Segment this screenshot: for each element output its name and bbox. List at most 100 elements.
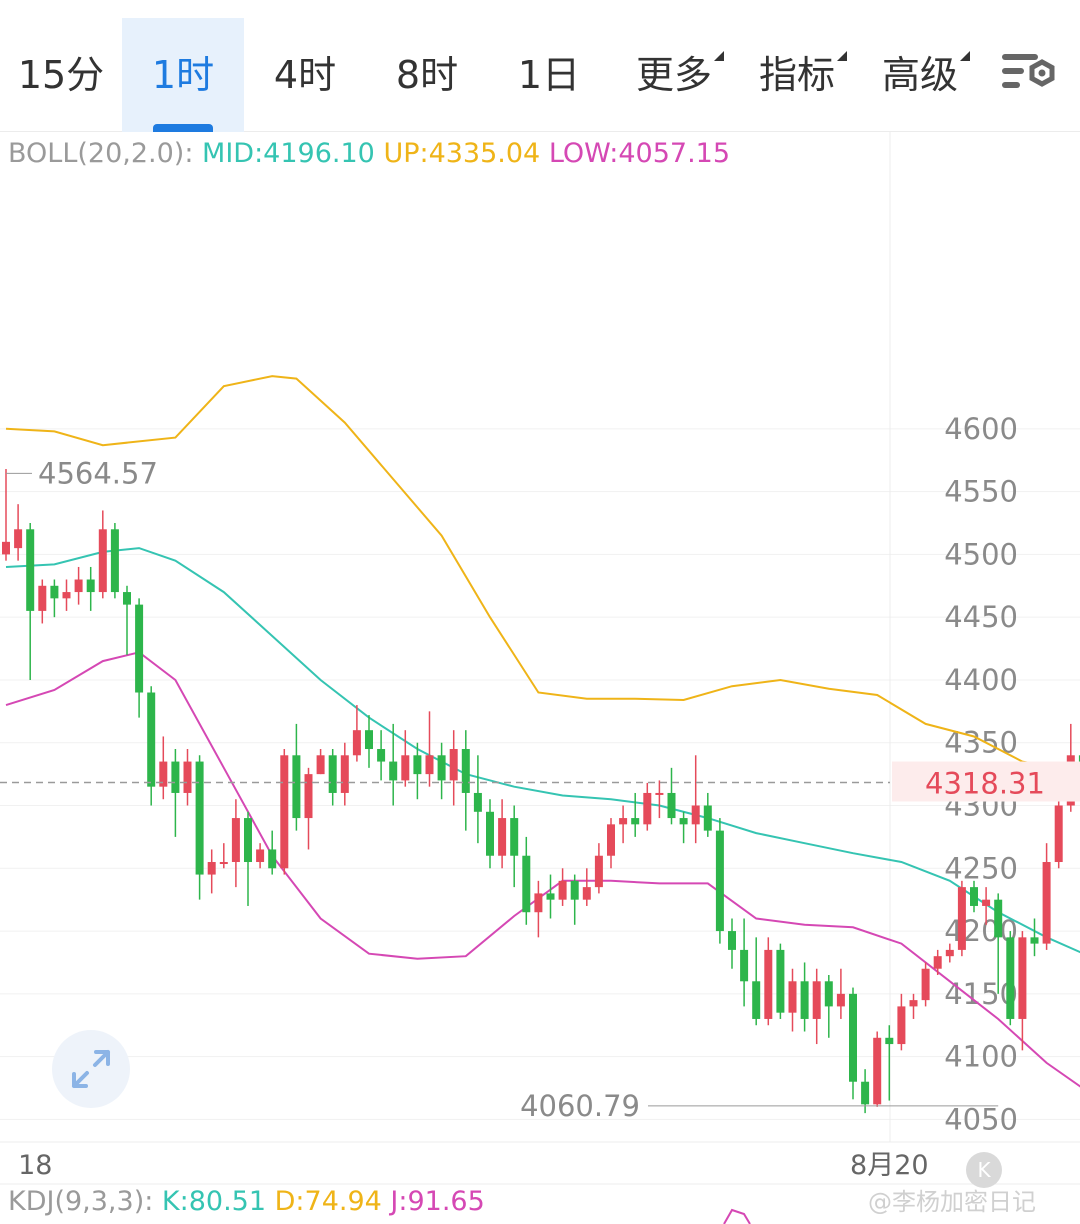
candle-body — [752, 981, 761, 1019]
tab-8h[interactable]: 8时 — [395, 53, 459, 97]
candle-body — [38, 585, 47, 611]
candle-body — [268, 849, 277, 869]
candle-body — [304, 774, 313, 819]
candle-body — [836, 993, 845, 1007]
tab-advanced[interactable]: 高级 — [868, 18, 972, 132]
y-tick-label: 4600 — [944, 412, 1018, 446]
candle-body — [244, 818, 252, 863]
candle-body — [389, 761, 398, 781]
candle-body — [970, 887, 978, 906]
candle-body — [498, 818, 507, 856]
y-tick-label: 4450 — [944, 600, 1018, 634]
candle-body — [328, 755, 337, 793]
candle-body — [461, 749, 470, 793]
x-tick-label: 18 — [18, 1150, 52, 1181]
tab-4h[interactable]: 4时 — [273, 53, 337, 97]
candle-body — [764, 949, 773, 1019]
candle-body — [135, 604, 144, 693]
candle-body — [619, 818, 628, 825]
candle-body — [740, 949, 749, 982]
tab-1d[interactable]: 1日 — [517, 53, 581, 97]
watermark: @李杨加密日记 — [868, 1188, 1036, 1216]
boll-up-label: UP:4335.04 — [383, 138, 541, 169]
candle-body — [316, 755, 325, 775]
candle-body — [728, 931, 736, 950]
candle-body — [219, 862, 228, 865]
candle-body — [873, 1037, 882, 1105]
candle-body — [449, 749, 458, 781]
candle-body — [123, 592, 131, 605]
candle-body — [945, 949, 954, 957]
candle-body — [159, 761, 168, 787]
candle-body — [401, 755, 410, 781]
candle-body — [50, 585, 59, 599]
y-tick-label: 4200 — [944, 914, 1018, 948]
candle-body — [2, 541, 10, 555]
candle-body — [594, 855, 603, 888]
candle-body — [679, 818, 688, 825]
candle-body — [86, 579, 95, 593]
candle-body — [74, 579, 83, 593]
candle-body — [824, 981, 833, 1007]
candle-body — [195, 761, 204, 875]
boll-legend: BOLL(20,2.0): MID:4196.10 UP:4335.04 LOW… — [8, 138, 730, 169]
k-badge-icon[interactable]: K — [966, 1152, 1002, 1188]
candle-body — [352, 730, 361, 756]
candle-body — [558, 880, 567, 900]
candle-body — [631, 818, 640, 825]
candle-body — [340, 755, 349, 793]
candle-body — [715, 830, 724, 932]
candle-body — [776, 949, 785, 1013]
candle-body — [473, 792, 482, 812]
candle-body — [957, 887, 966, 950]
kdj-j-label: J:91.65 — [390, 1186, 485, 1217]
candle-body — [147, 692, 156, 787]
candle-body — [1054, 805, 1063, 863]
candle-body — [510, 818, 519, 856]
candle-body — [425, 755, 434, 775]
kdj-legend: KDJ(9,3,3): K:80.51 D:74.94 J:91.65 — [8, 1186, 485, 1217]
dropdown-triangle-icon — [837, 51, 847, 61]
timeframe-tab-bar: 15分 1时 4时 8时 1日 更多 指标 高级 — [0, 0, 1080, 132]
candle-body — [1042, 862, 1051, 944]
y-tick-label: 4550 — [944, 475, 1018, 509]
candle-body — [1030, 937, 1039, 944]
candle-body — [861, 1081, 870, 1105]
expand-icon[interactable] — [52, 1030, 130, 1108]
candle-body — [933, 956, 942, 969]
y-tick-label: 4250 — [944, 851, 1018, 885]
candlestick-chart[interactable]: 4600455045004450440043504300425042004150… — [0, 132, 1080, 1224]
boll-upper-line — [5, 375, 1080, 772]
low-marker-label: 4060.79 — [520, 1089, 640, 1123]
candle-body — [655, 792, 664, 795]
candle-body — [643, 792, 652, 825]
candle-body — [534, 893, 543, 913]
candle-body — [607, 824, 615, 856]
candle-body — [921, 968, 930, 1001]
kdj-d-label: D:74.94 — [274, 1186, 382, 1217]
y-tick-label: 4500 — [944, 537, 1018, 571]
boll-mid-label: MID:4196.10 — [202, 138, 375, 169]
candle-body — [437, 755, 446, 781]
tab-indicators[interactable]: 指标 — [745, 18, 849, 132]
kdj-j-line — [723, 1208, 751, 1224]
boll-mid-line — [5, 547, 1080, 954]
candle-body — [377, 749, 386, 762]
tab-more[interactable]: 更多 — [622, 18, 726, 132]
candle-body — [62, 592, 71, 599]
candle-body — [365, 730, 373, 750]
candle-body — [800, 981, 809, 1019]
kdj-k-label: K:80.51 — [161, 1186, 267, 1217]
candle-body — [26, 529, 35, 611]
candle-body — [1006, 937, 1015, 1019]
tab-1h[interactable]: 1时 — [122, 18, 244, 132]
y-tick-label: 4400 — [944, 663, 1018, 697]
candle-body — [546, 893, 555, 900]
candle-body — [812, 981, 821, 1019]
kdj-label: KDJ(9,3,3): — [8, 1186, 154, 1217]
tab-15m[interactable]: 15分 — [17, 53, 105, 97]
candle-body — [909, 1000, 918, 1007]
chart-settings-icon[interactable] — [1000, 48, 1060, 98]
candle-body — [703, 805, 712, 831]
candle-body — [667, 792, 676, 819]
